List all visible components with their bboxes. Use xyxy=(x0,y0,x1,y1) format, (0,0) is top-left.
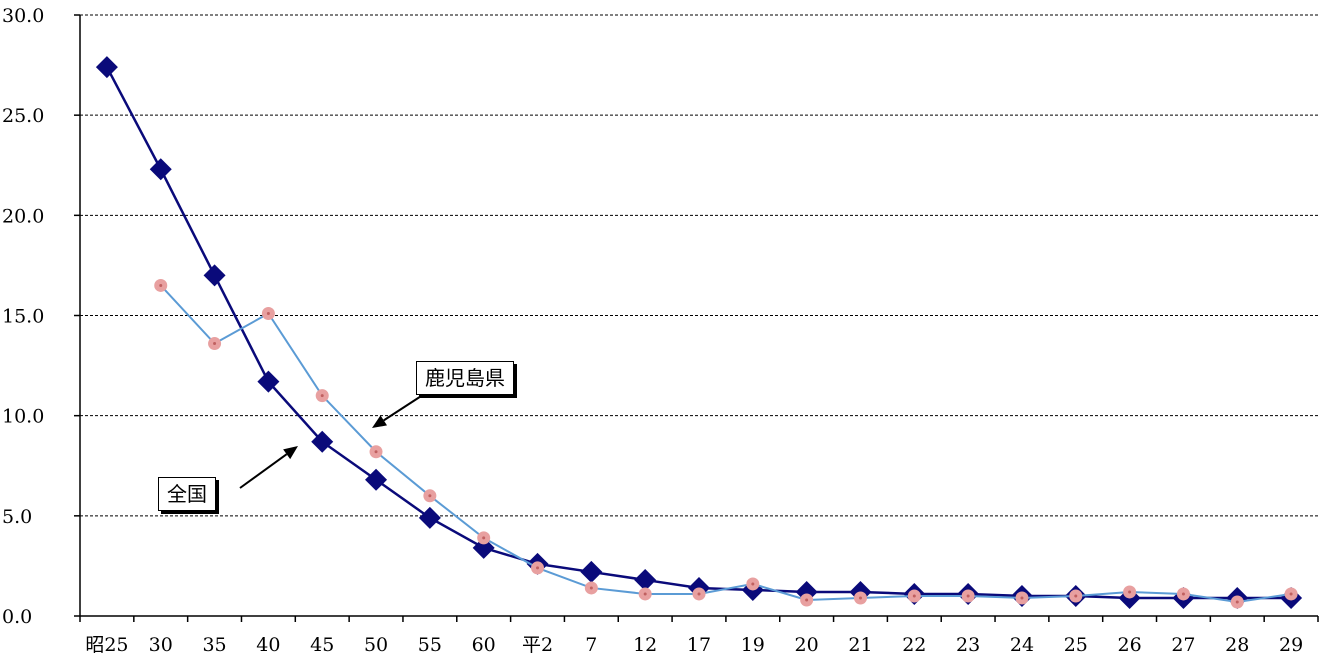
series-line xyxy=(160,284,1292,603)
data-point-center xyxy=(805,598,809,602)
series-line xyxy=(105,66,1292,600)
x-tick-label: 12 xyxy=(633,634,657,656)
callout-label-national: 全国 xyxy=(158,477,216,511)
x-tick-label: 昭25 xyxy=(85,634,128,656)
callout-arrows xyxy=(239,388,433,489)
x-tick-label: 20 xyxy=(795,634,819,656)
data-point-center xyxy=(1235,600,1239,604)
x-tick-label: 平2 xyxy=(522,634,553,656)
x-tick-label: 30 xyxy=(149,634,173,656)
data-point xyxy=(149,158,172,181)
x-tick-label: 26 xyxy=(1118,634,1142,656)
series-1 xyxy=(154,278,1298,609)
data-point-center xyxy=(1289,592,1293,596)
data-point xyxy=(418,506,441,529)
data-point-center xyxy=(1074,594,1078,598)
grid xyxy=(80,14,1318,517)
y-tick-label: 0.0 xyxy=(2,606,32,628)
data-point-center xyxy=(536,566,540,570)
x-tick-label: 22 xyxy=(902,634,926,656)
x-tick-label: 23 xyxy=(956,634,980,656)
data-point-center xyxy=(213,342,217,346)
data-point-center xyxy=(643,592,647,596)
y-tick-label: 25.0 xyxy=(2,105,44,127)
data-point-center xyxy=(697,592,701,596)
x-tick-label: 7 xyxy=(585,634,597,656)
x-tick-label: 24 xyxy=(1010,634,1034,656)
data-point-center xyxy=(589,586,593,590)
axes: 0.0 5.0 10.0 15.0 20.0 25.0 30.0 昭25 30 35 40 45 50 5… xyxy=(2,5,1319,656)
x-tick-label: 40 xyxy=(256,634,280,656)
data-point-center xyxy=(428,494,432,498)
data-point-center xyxy=(374,450,378,454)
data-point xyxy=(203,264,226,287)
x-tick-label: 21 xyxy=(848,634,872,656)
x-tick-label: 28 xyxy=(1225,634,1249,656)
data-point-center xyxy=(751,582,755,586)
data-point xyxy=(472,536,495,559)
x-tick-label: 45 xyxy=(310,634,334,656)
data-point xyxy=(580,560,603,583)
data-point-center xyxy=(266,311,270,315)
y-tick-label: 30.0 xyxy=(2,5,44,27)
arrow-national xyxy=(239,446,298,489)
data-point-center xyxy=(482,536,486,540)
data-point-center xyxy=(1128,590,1132,594)
y-tick-label: 5.0 xyxy=(2,506,32,528)
data-point-center xyxy=(858,596,862,600)
x-tick-label: 35 xyxy=(202,634,226,656)
y-tick-label: 20.0 xyxy=(2,205,44,227)
data-point xyxy=(311,430,334,453)
y-tick-label: 10.0 xyxy=(2,406,44,428)
callout-label-kagoshima: 鹿児島県 xyxy=(416,361,514,395)
data-point-center xyxy=(966,594,970,598)
data-point xyxy=(257,370,280,393)
data-point-center xyxy=(159,283,163,287)
x-tick-label: 60 xyxy=(472,634,496,656)
x-tick-label: 17 xyxy=(687,634,711,656)
x-tick-label: 25 xyxy=(1064,634,1088,656)
data-point xyxy=(634,568,657,591)
x-tick-label: 29 xyxy=(1279,634,1303,656)
y-tick-label: 15.0 xyxy=(2,306,44,328)
data-point xyxy=(95,56,118,79)
data-point-center xyxy=(320,394,324,398)
x-tick-label: 19 xyxy=(741,634,765,656)
x-tick-label: 50 xyxy=(364,634,388,656)
data-point-center xyxy=(1181,592,1185,596)
data-point-center xyxy=(912,594,916,598)
series xyxy=(95,56,1303,609)
series-0 xyxy=(95,56,1303,609)
data-point xyxy=(365,468,388,491)
x-tick-label: 55 xyxy=(418,634,442,656)
x-tick-label: 27 xyxy=(1171,634,1195,656)
data-point-center xyxy=(1020,596,1024,600)
